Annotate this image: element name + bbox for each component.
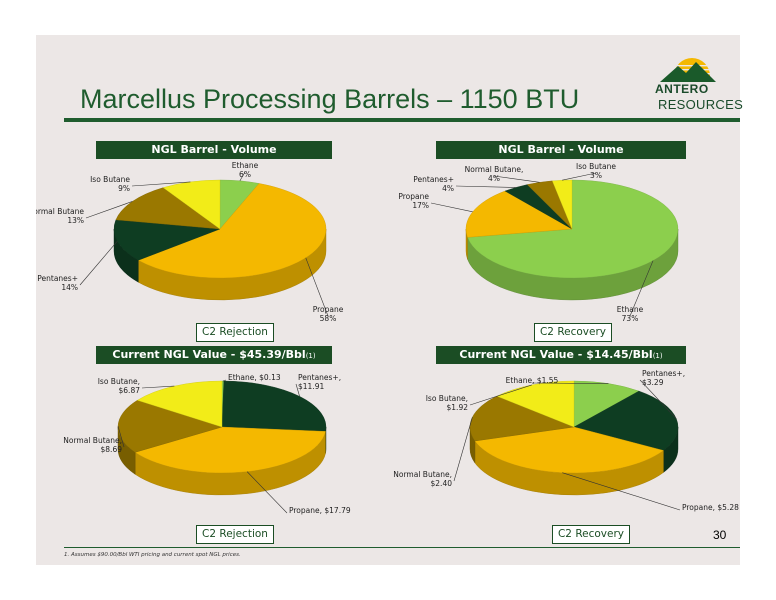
pie-slice-propane bbox=[465, 190, 573, 238]
pie-leader-line bbox=[531, 382, 609, 384]
pie-leader-line bbox=[639, 379, 677, 419]
pie-leader-line bbox=[117, 426, 125, 448]
pie-slice-pentanes bbox=[221, 380, 327, 432]
pie-slice-iso-butane bbox=[136, 380, 223, 428]
footnote-rule bbox=[64, 547, 740, 548]
pie-slice-normal-butane bbox=[115, 187, 221, 230]
pie-leader-line bbox=[469, 384, 532, 406]
page-title: Marcellus Processing Barrels – 1150 BTU bbox=[80, 84, 580, 114]
pie-label-iso-butane: Iso Butane 9% bbox=[90, 175, 130, 193]
pie-slice-pentanes bbox=[113, 219, 221, 261]
panel-header-volume-rejection: NGL Barrel - Volume bbox=[96, 141, 332, 159]
pie-label-ethane: Ethane, $1.55 bbox=[506, 376, 559, 385]
panel-header-text: Current NGL Value - $45.39/Bbl bbox=[112, 348, 306, 361]
pie-chart-value-rejection: Ethane, $0.13 Pentanes+, $11.91 Propane, $1… bbox=[63, 373, 351, 515]
pie-label-normal-butane: Normal Butane, 4% bbox=[465, 165, 524, 183]
pie-label-pentanes: Pentanes+ 4% bbox=[413, 175, 454, 193]
tag-c2-rejection-bottom: C2 Rejection bbox=[196, 525, 274, 544]
pie-leader-line bbox=[629, 260, 654, 317]
pie-label-ethane: Ethane, $0.13 bbox=[228, 373, 281, 382]
panel-header-text: NGL Barrel - Volume bbox=[151, 143, 277, 156]
antero-logo-icon bbox=[660, 58, 716, 82]
logo-mountain-icon bbox=[660, 62, 716, 82]
pie-label-iso-butane: Iso Butane, $1.92 bbox=[426, 394, 468, 412]
pie-leader-line bbox=[79, 240, 118, 286]
pie-leader-line bbox=[430, 202, 473, 213]
pie-leader-line bbox=[222, 379, 227, 382]
pie-label-ethane: Ethane 6% bbox=[232, 161, 259, 179]
panel-header-value-rejection: Current NGL Value - $45.39/Bbl(1) bbox=[96, 346, 332, 364]
pie-leader-line bbox=[131, 181, 191, 187]
logo-text-resources: RESOURCES bbox=[658, 97, 744, 112]
pie-label-propane: Propane 58% bbox=[313, 305, 344, 323]
panel-header-volume-recovery: NGL Barrel - Volume bbox=[436, 141, 686, 159]
pie-leader-line bbox=[305, 257, 329, 317]
pie-label-propane: Propane 17% bbox=[398, 192, 429, 210]
footnote: 1. Assumes $90.00/Bbl WTI pricing and cu… bbox=[64, 552, 241, 558]
panel-header-value-recovery: Current NGL Value - $14.45/Bbl(1) bbox=[436, 346, 686, 364]
pie-leader-line bbox=[141, 385, 175, 389]
pie-leader-line bbox=[453, 417, 473, 482]
tag-c2-recovery-top: C2 Recovery bbox=[534, 323, 612, 342]
panel-header-text: NGL Barrel - Volume bbox=[498, 143, 624, 156]
panel-header-text: Current NGL Value - $14.45/Bbl bbox=[459, 348, 653, 361]
logo-text-antero: ANTERO bbox=[655, 82, 709, 96]
pie-label-ethane: Ethane 73% bbox=[617, 305, 644, 323]
pie-label-iso-butane: Iso Butane 3% bbox=[576, 162, 616, 180]
tag-c2-rejection-top: C2 Rejection bbox=[196, 323, 274, 342]
pie-label-pentanes: Pentanes+, $11.91 bbox=[298, 373, 341, 391]
pie-leader-line bbox=[493, 175, 540, 183]
title-rule bbox=[64, 118, 740, 122]
pie-leader-line bbox=[455, 185, 516, 188]
pie-label-propane: Propane, $5.28 bbox=[682, 503, 739, 512]
tag-c2-recovery-bottom: C2 Recovery bbox=[552, 525, 630, 544]
pie-leader-line bbox=[295, 383, 300, 397]
pie-label-pentanes: Pentanes+, $3.29 bbox=[642, 369, 685, 387]
panel-header-footnote: (1) bbox=[305, 352, 316, 360]
pie-leader-line bbox=[562, 172, 597, 181]
pie-slice-iso-butane bbox=[162, 179, 221, 230]
pie-slice-normal-butane bbox=[469, 395, 575, 442]
pie-chart-volume-recovery: Ethane 73% Propane 17%Pentanes+ 4% Normal But… bbox=[398, 162, 679, 323]
page-number: 30 bbox=[713, 528, 727, 542]
pie-label-normal-butane: Normal Butane, $2.40 bbox=[393, 470, 452, 488]
pie-leader-line bbox=[239, 171, 246, 182]
pie-leader-line bbox=[85, 201, 133, 219]
pie-label-iso-butane: Iso Butane, $6.87 bbox=[98, 377, 140, 395]
pie-slice-propane bbox=[474, 426, 664, 474]
pie-label-propane: Propane, $17.79 bbox=[289, 506, 351, 515]
panel-header-footnote: (1) bbox=[652, 352, 663, 360]
pie-label-pentanes: Pentanes+ 14% bbox=[37, 274, 78, 292]
pie-leader-line bbox=[246, 471, 288, 514]
pie-leader-line bbox=[562, 472, 681, 511]
pie-chart-value-recovery: Ethane, $1.55 Pentanes+, $3.29 Propane, $5.… bbox=[393, 369, 739, 512]
pie-label-normal-butane: Normal Butane, $8.69 bbox=[63, 436, 122, 454]
pie-slice-iso-butane bbox=[496, 380, 575, 428]
